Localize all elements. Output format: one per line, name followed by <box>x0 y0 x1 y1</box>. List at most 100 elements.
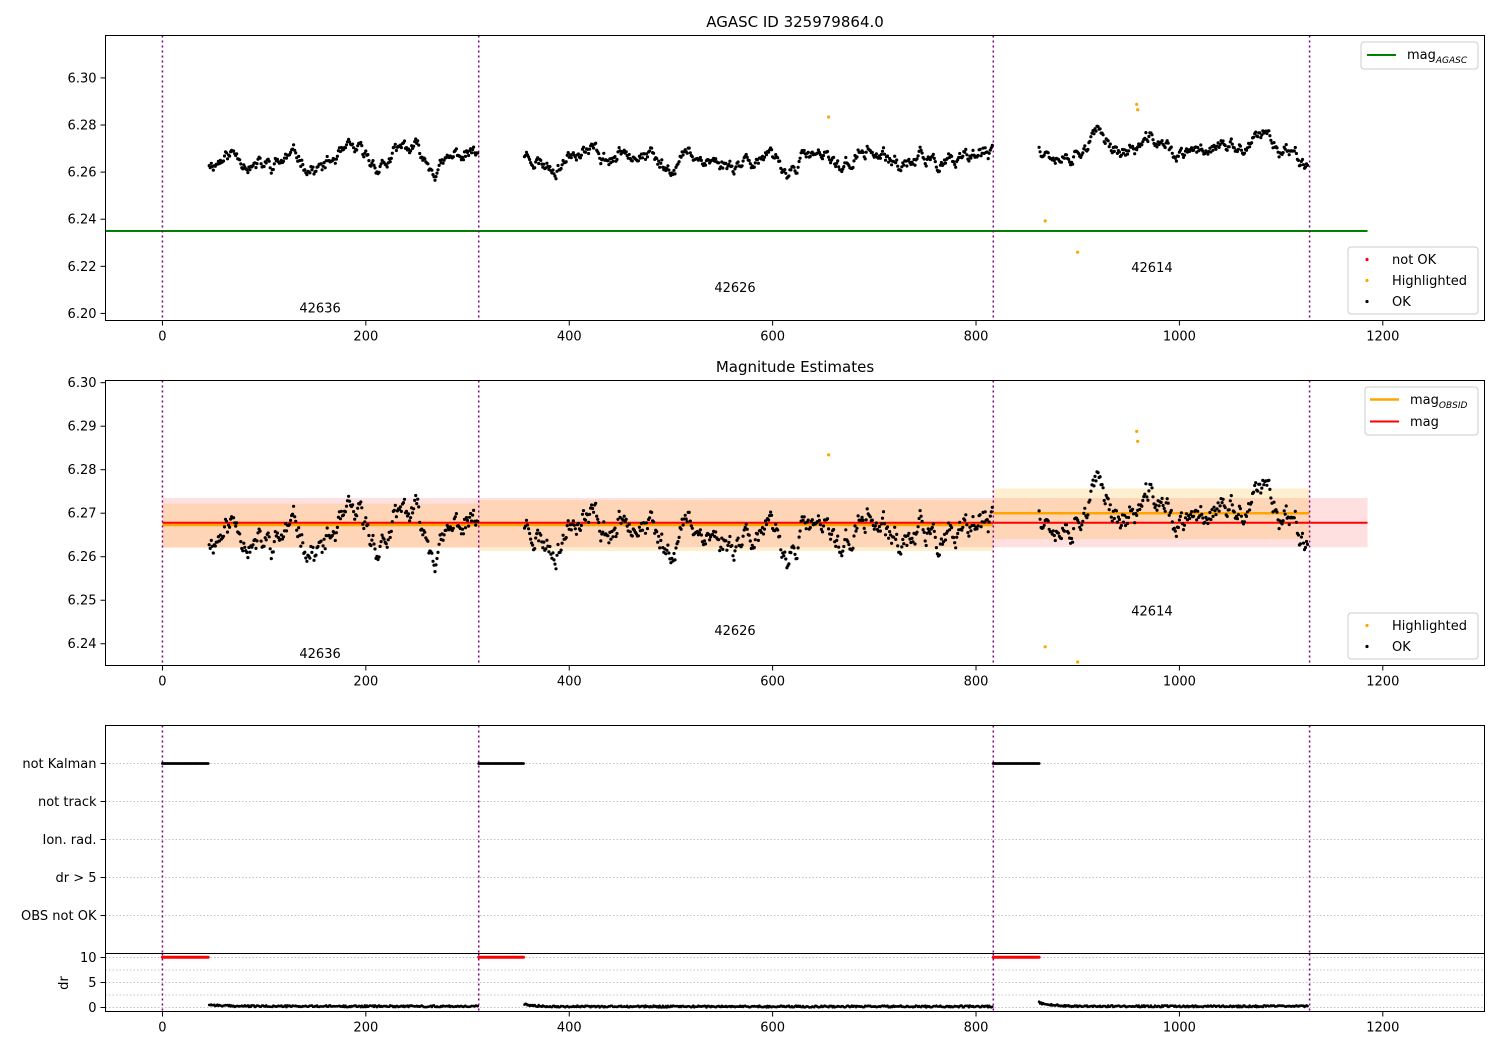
x-tick-label: 800 <box>964 675 989 690</box>
x-tick-label: 0 <box>158 330 166 345</box>
ok-point <box>1114 145 1118 149</box>
ok-point <box>1089 135 1093 139</box>
ok-point <box>880 149 885 153</box>
ok-point <box>433 570 437 574</box>
ok-point <box>774 153 778 157</box>
ok-point <box>863 157 867 161</box>
ok-point <box>228 154 232 158</box>
ok-point <box>1107 145 1111 149</box>
ok-point <box>769 510 773 514</box>
ok-point <box>883 533 888 537</box>
ok-point <box>1212 505 1216 509</box>
ok-point <box>360 144 364 148</box>
ok-point <box>655 156 659 161</box>
ok-point <box>1085 516 1089 520</box>
ok-point <box>648 149 652 153</box>
ok-point <box>389 529 393 534</box>
ok-point <box>1216 501 1220 505</box>
ok-point <box>352 510 356 514</box>
y-tick-label: 6.29 <box>68 420 97 435</box>
legend-box <box>1360 41 1479 70</box>
ok-point <box>397 507 401 512</box>
ok-point <box>636 159 641 163</box>
ok-point <box>334 157 338 161</box>
ok-point <box>624 150 628 154</box>
panel-2-plot-area: 42636 42626 42614 <box>161 380 1368 666</box>
ok-point <box>931 152 935 156</box>
ok-point <box>842 165 846 169</box>
ok-point <box>251 543 255 547</box>
ok-point <box>798 529 802 533</box>
x-tick-label: 200 <box>353 675 378 690</box>
ok-point <box>351 503 355 507</box>
ok-point <box>728 534 732 539</box>
ok-point <box>827 527 831 531</box>
ok-point <box>1112 149 1116 153</box>
ok-point <box>565 524 569 528</box>
ok-point <box>1201 516 1205 520</box>
ok-point <box>471 148 475 152</box>
ok-point <box>399 509 403 513</box>
ok-point <box>418 520 422 524</box>
ok-point <box>1268 134 1272 138</box>
ok-point <box>744 152 748 157</box>
ok-point <box>1296 158 1300 162</box>
ok-point <box>687 146 691 150</box>
ok-point <box>880 516 885 520</box>
ok-point <box>808 154 812 158</box>
ok-point <box>578 156 583 160</box>
ok-point <box>1206 521 1210 526</box>
ok-point <box>539 158 543 162</box>
ok-point <box>413 498 417 502</box>
ok-point <box>385 165 389 169</box>
ok-point <box>569 156 573 160</box>
ok-point <box>834 164 838 169</box>
ok-point <box>579 153 584 157</box>
ok-point <box>1128 505 1132 509</box>
ok-point <box>246 556 250 560</box>
ok-point <box>1244 514 1249 519</box>
ok-point <box>689 524 693 528</box>
ok-point <box>990 505 994 509</box>
ok-point <box>451 155 455 159</box>
ok-point <box>548 165 552 169</box>
ok-point <box>1070 536 1074 541</box>
ok-point <box>1101 133 1105 137</box>
ok-point <box>690 526 694 530</box>
ok-point <box>1092 132 1096 136</box>
ok-point <box>683 513 687 517</box>
ok-point <box>338 517 342 521</box>
legend-marker-not-ok <box>1365 257 1369 262</box>
ok-point <box>1159 500 1163 504</box>
ok-point <box>536 528 540 532</box>
x-tick-label: 1200 <box>1366 1021 1399 1036</box>
ok-point <box>1062 529 1067 533</box>
ok-point <box>288 522 292 526</box>
y-tick-label: 6.30 <box>68 376 97 391</box>
ok-point <box>217 539 221 543</box>
ok-point <box>1272 500 1276 504</box>
ok-point <box>656 540 660 544</box>
ok-point <box>937 553 942 557</box>
ok-point <box>1262 483 1266 487</box>
ok-point <box>580 512 585 516</box>
ok-point <box>1217 145 1221 149</box>
ok-point <box>1123 523 1128 528</box>
ok-point <box>371 533 375 538</box>
ok-point <box>847 542 851 547</box>
ok-point <box>881 146 886 150</box>
ok-point <box>279 533 283 537</box>
ok-point <box>599 162 603 166</box>
ok-point <box>1176 154 1180 158</box>
ok-point <box>1107 508 1111 512</box>
ok-point <box>1093 127 1097 131</box>
ok-point <box>294 151 298 155</box>
ok-point <box>762 155 767 159</box>
ok-point <box>659 538 663 543</box>
not-kalman-flag-point <box>1037 762 1041 765</box>
ok-point <box>724 539 728 543</box>
ok-point <box>865 507 869 511</box>
ok-point <box>978 513 982 517</box>
ok-point <box>644 152 649 156</box>
ok-point <box>378 544 382 549</box>
